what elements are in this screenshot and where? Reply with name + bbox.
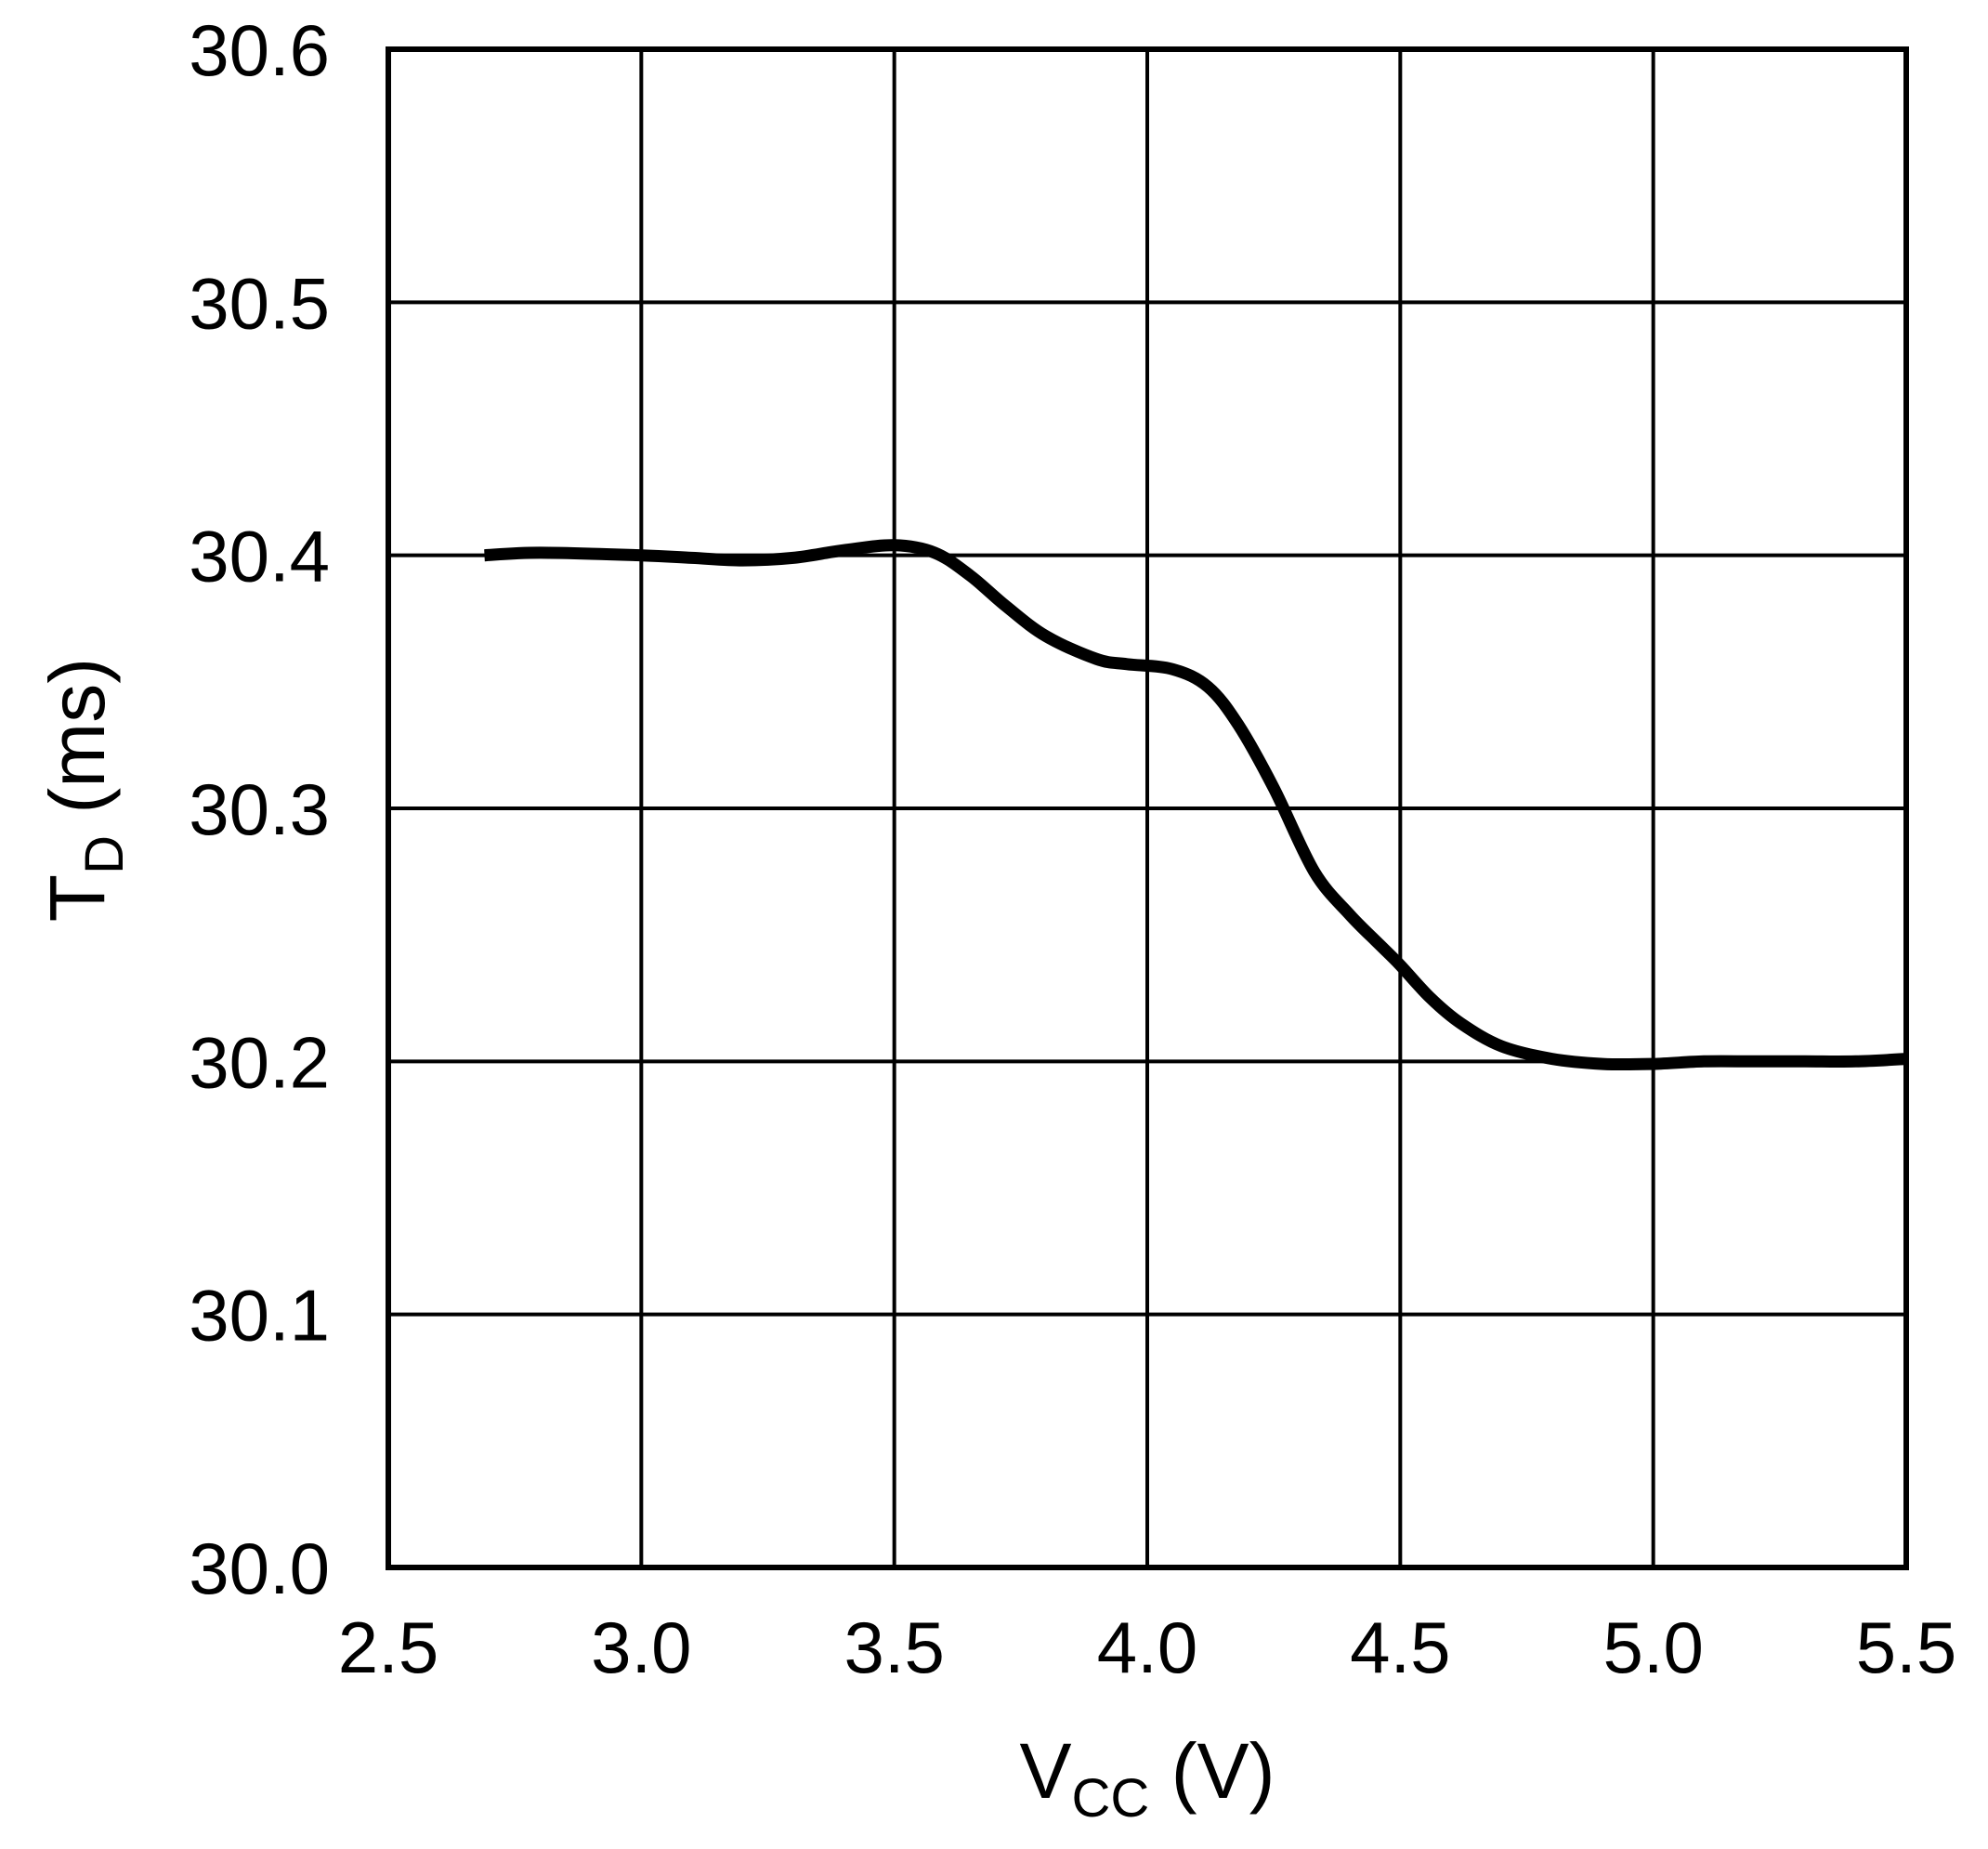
- x-tick-label: 5.0: [1602, 1606, 1703, 1688]
- x-axis-title-main: V: [1019, 1727, 1071, 1815]
- y-axis-title-main: T: [33, 874, 121, 922]
- y-axis-title: TD (ms): [33, 658, 135, 922]
- x-tick-labels: 2.5 3.0 3.5 4.0 4.5 5.0 5.5: [338, 1606, 1956, 1688]
- plot-frame: [386, 46, 1909, 1570]
- x-tick-label: 4.0: [1097, 1606, 1197, 1688]
- y-tick-label: 30.6: [189, 9, 330, 91]
- y-tick-label: 30.2: [189, 1021, 330, 1103]
- series-line-td: [484, 539, 1907, 1071]
- y-tick-label: 30.1: [189, 1275, 330, 1357]
- x-tick-label: 4.5: [1350, 1606, 1450, 1688]
- x-axis-title-sub: CC: [1071, 1768, 1149, 1829]
- x-tick-label: 2.5: [338, 1606, 438, 1688]
- y-tick-label: 30.4: [189, 516, 330, 597]
- x-tick-label: 3.0: [591, 1606, 691, 1688]
- x-axis-title-unit: (V): [1149, 1727, 1275, 1815]
- x-axis-title: VCC (V): [1019, 1727, 1275, 1829]
- grid: [386, 47, 1908, 1569]
- y-tick-label: 30.5: [189, 262, 330, 344]
- x-tick-label: 5.5: [1856, 1606, 1956, 1688]
- x-tick-label: 3.5: [844, 1606, 944, 1688]
- y-tick-label: 30.3: [189, 768, 330, 850]
- y-tick-label: 30.0: [189, 1528, 330, 1609]
- y-tick-labels: 30.0 30.1 30.2 30.3 30.4 30.5 30.6: [189, 9, 330, 1609]
- y-axis-title-sub: D: [74, 835, 135, 874]
- y-axis-title-unit: (ms): [33, 658, 121, 835]
